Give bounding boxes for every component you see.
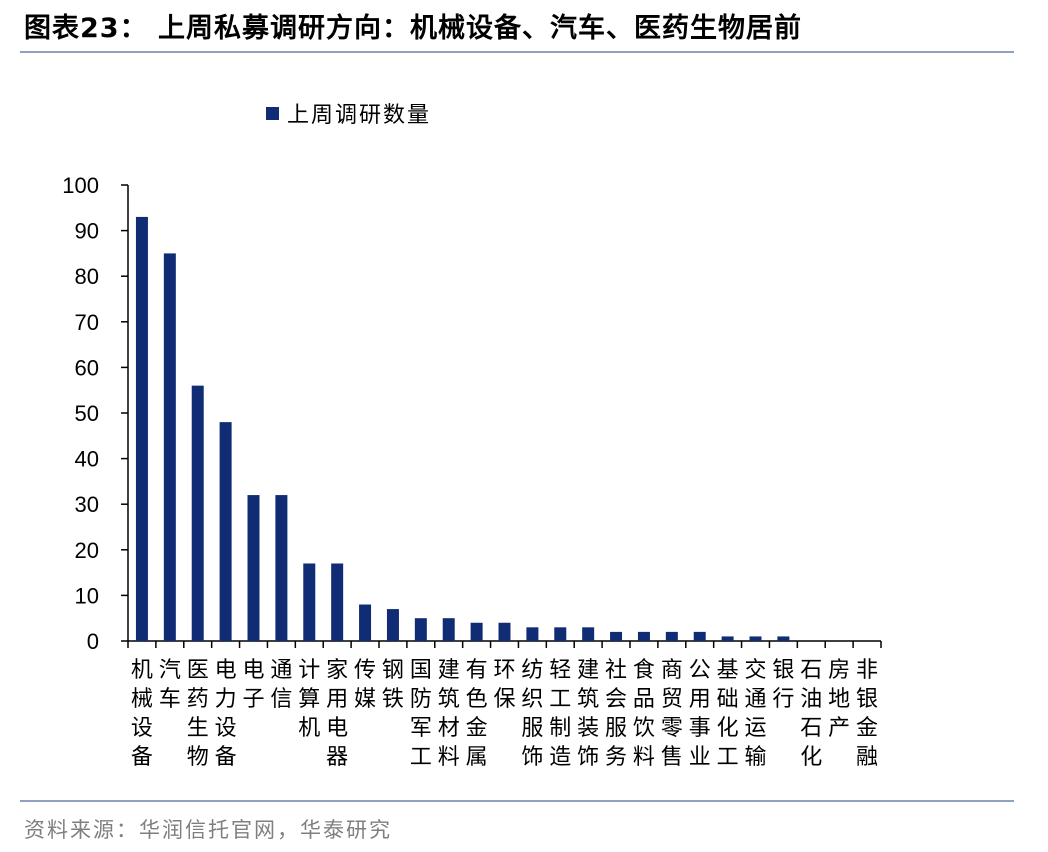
source-note: 资料来源：华润信托官网，华泰研究 (24, 818, 392, 842)
legend-swatch (266, 107, 279, 120)
x-tick-label: 环保 (493, 658, 515, 712)
x-tick-label: 国防军工 (410, 658, 432, 770)
bar (247, 495, 260, 641)
y-tick-label: 40 (75, 447, 99, 472)
bar (665, 631, 678, 641)
x-tick-label: 银行 (772, 658, 794, 712)
y-tick-label: 30 (75, 492, 99, 517)
y-tick-label: 100 (62, 173, 99, 198)
chart-title: 图表23： 上周私募调研方向：机械设备、汽车、医药生物居前 (24, 13, 802, 44)
footer-divider (20, 800, 1014, 802)
x-tick-label: 房地产 (828, 658, 850, 741)
bar (498, 622, 511, 641)
x-tick-label: 汽车 (159, 658, 181, 712)
bar (582, 627, 595, 641)
x-tick-label: 商贸零售 (661, 658, 683, 770)
x-tick-label: 轻工制造 (549, 658, 571, 770)
x-axis-ticks: 机械设备汽车医药生物电力设备电子通信计算机家用电器传媒钢铁国防军工建筑材料有色金… (127, 641, 882, 770)
x-tick-label: 电力设备 (215, 658, 237, 770)
bar (386, 609, 399, 641)
y-tick-label: 0 (87, 629, 99, 654)
x-tick-label: 社会服务 (605, 658, 627, 770)
x-tick-label: 医药生物 (187, 658, 209, 770)
x-tick-label: 建筑装饰 (577, 658, 599, 770)
bar (470, 622, 483, 641)
legend-label: 上周调研数量 (287, 103, 431, 128)
title-divider (20, 51, 1014, 53)
bar-chart: 上周调研数量 0 10 20 30 40 50 60 70 80 90 100 机械设备汽车医药生物… (62, 103, 882, 770)
x-tick-label: 钢铁 (382, 658, 404, 712)
bar (749, 636, 762, 641)
x-tick-label: 传媒 (354, 658, 376, 712)
bar (219, 422, 232, 641)
x-tick-label: 纺织服饰 (521, 658, 543, 770)
bar (554, 627, 567, 641)
x-tick-label: 计算机 (298, 658, 320, 741)
axes (127, 185, 881, 642)
bar (526, 627, 539, 641)
x-tick-label: 石油石化 (800, 658, 822, 770)
x-tick-label: 机械设备 (131, 658, 153, 770)
bar (359, 604, 372, 641)
x-tick-label: 建筑材料 (438, 658, 460, 770)
bar (610, 631, 623, 641)
x-tick-label: 有色金属 (466, 658, 488, 770)
bar (721, 636, 734, 641)
y-tick-label: 10 (75, 583, 99, 608)
x-tick-label: 基础化工 (717, 658, 739, 770)
y-tick-label: 90 (75, 219, 99, 244)
x-tick-label: 家用电器 (326, 658, 348, 770)
bar (191, 385, 204, 641)
x-tick-label: 食品饮料 (633, 658, 655, 770)
bar (275, 495, 288, 641)
bar (331, 563, 344, 641)
x-tick-label: 公用事业 (689, 658, 711, 770)
bar (693, 631, 706, 641)
y-axis-ticks: 0 10 20 30 40 50 60 70 80 90 100 (62, 173, 128, 654)
y-tick-label: 80 (75, 264, 99, 289)
bar (777, 636, 790, 641)
bar (442, 618, 455, 641)
bar (637, 631, 650, 641)
x-tick-label: 通信 (270, 658, 292, 712)
bar (163, 253, 176, 641)
legend: 上周调研数量 (266, 103, 431, 128)
y-tick-label: 70 (75, 310, 99, 335)
bar (303, 563, 316, 641)
bar (414, 618, 427, 641)
bar (135, 216, 148, 642)
y-tick-label: 60 (75, 355, 99, 380)
x-tick-label: 电子 (242, 658, 264, 712)
y-tick-label: 20 (75, 538, 99, 563)
x-tick-label: 非银金融 (856, 658, 878, 770)
bars (135, 216, 790, 642)
x-tick-label: 交通运输 (744, 658, 766, 770)
y-tick-label: 50 (75, 401, 99, 426)
